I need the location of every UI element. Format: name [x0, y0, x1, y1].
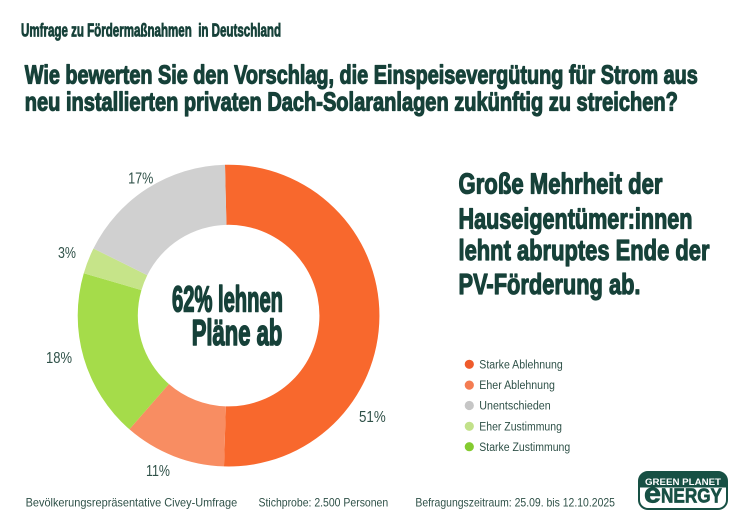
svg-text:PV-Förderung ab.: PV-Förderung ab. [459, 269, 641, 301]
svg-text:51%: 51% [359, 409, 386, 426]
svg-text:Stichprobe: 2.500 Personen: Stichprobe: 2.500 Personen [259, 496, 389, 510]
svg-text:11%: 11% [146, 463, 170, 480]
svg-text:17%: 17% [128, 170, 153, 187]
svg-text:GREEN PLANET: GREEN PLANET [645, 477, 721, 488]
svg-text:Wie bewerten Sie den Vorschlag: Wie bewerten Sie den Vorschlag, die Eins… [25, 60, 698, 90]
svg-text:Starke Zustimmung: Starke Zustimmung [479, 442, 570, 454]
svg-text:3%: 3% [58, 245, 76, 262]
svg-text:Starke Ablehnung: Starke Ablehnung [479, 359, 562, 371]
svg-text:Eher Zustimmung: Eher Zustimmung [479, 421, 562, 433]
svg-text:62% lehnen: 62% lehnen [172, 278, 283, 319]
svg-text:18%: 18% [46, 350, 72, 367]
svg-text:Befragungszeitraum: 25.09. bis: Befragungszeitraum: 25.09. bis 12.10.202… [415, 496, 615, 510]
svg-text:neu installierten privaten Dac: neu installierten privaten Dach-Solaranl… [25, 87, 678, 117]
svg-text:lehnt abruptes Ende der: lehnt abruptes Ende der [459, 235, 710, 267]
svg-text:Bevölkerungsrepräsentative Civ: Bevölkerungsrepräsentative Civey-Umfrage [26, 496, 238, 510]
svg-text:Umfrage zu Fördermaßnahmen in: Umfrage zu Fördermaßnahmen in Deutschlan… [21, 20, 281, 40]
svg-text:Große Mehrheit der: Große Mehrheit der [459, 169, 663, 201]
svg-text:NERGY: NERGY [661, 485, 722, 508]
svg-text:Eher Ablehnung: Eher Ablehnung [479, 380, 555, 392]
svg-text:Hauseigentümer:innen: Hauseigentümer:innen [459, 204, 693, 236]
svg-text:e: e [644, 478, 661, 509]
svg-text:Unentschieden: Unentschieden [479, 401, 550, 413]
svg-text:Pläne ab: Pläne ab [192, 312, 283, 353]
